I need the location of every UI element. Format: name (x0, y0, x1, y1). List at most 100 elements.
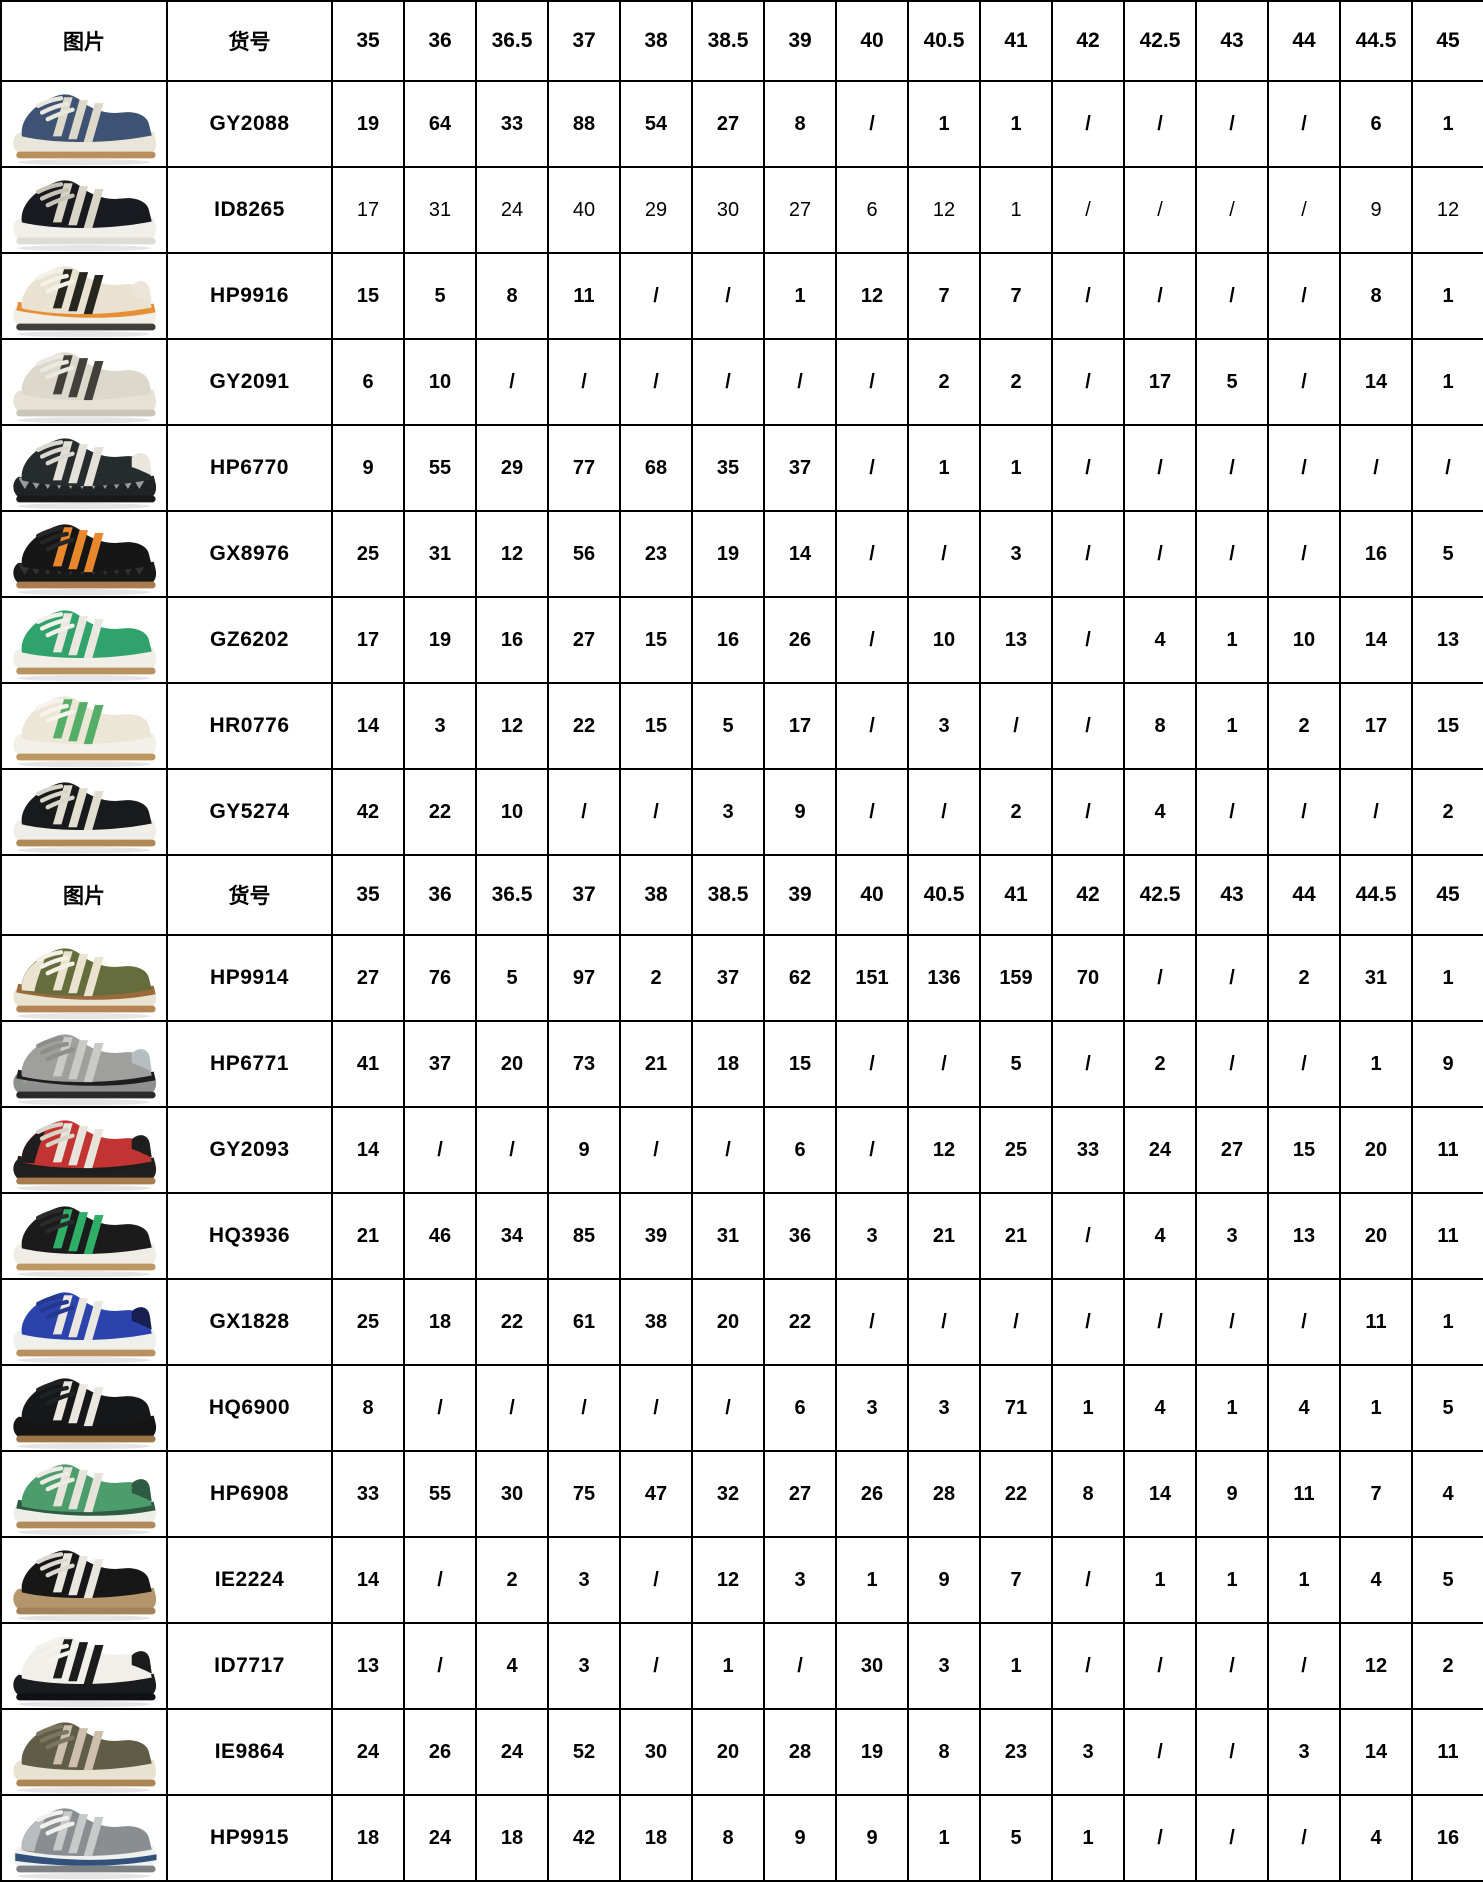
laces (36, 1552, 75, 1578)
shoe-image-cell (0, 1622, 168, 1710)
stock-cell: 37 (763, 424, 837, 512)
outsole (16, 839, 156, 847)
stock-cell: / (907, 1278, 981, 1366)
outsole (16, 1177, 156, 1185)
outsole (16, 1865, 156, 1873)
stock-cell: 55 (403, 424, 477, 512)
shoe-image-cell (0, 1020, 168, 1108)
stock-cell: 33 (1051, 1106, 1125, 1194)
stock-cell: 1 (979, 166, 1053, 254)
heel-patch (131, 1049, 152, 1072)
stock-cell: 16 (1339, 510, 1413, 598)
stock-cell: 14 (331, 682, 405, 770)
shoe-shadow (17, 159, 151, 165)
outsole (16, 237, 156, 245)
stock-cell: 21 (619, 1020, 693, 1108)
three-stripes (52, 355, 104, 401)
stock-cell: 15 (763, 1020, 837, 1108)
stock-cell: 55 (403, 1450, 477, 1538)
stock-cell: 88 (547, 80, 621, 168)
shoe-image (13, 1722, 157, 1793)
stock-cell: 1 (1267, 1536, 1341, 1624)
stock-cell: 77 (547, 424, 621, 512)
shoe-shadow (17, 503, 151, 509)
shoe-image-cell (0, 80, 168, 168)
stock-cell: / (1267, 80, 1341, 168)
product-code-cell: GY2091 (166, 338, 333, 426)
stock-cell: / (835, 682, 909, 770)
shoe-shadow (17, 675, 151, 681)
size-header-cell: 45 (1411, 0, 1483, 82)
shoe-shadow (17, 331, 151, 337)
size-header-cell: 40 (835, 854, 909, 936)
stock-cell: 15 (619, 596, 693, 684)
stock-cell: 11 (1267, 1450, 1341, 1538)
stock-cell: / (691, 252, 765, 340)
shoe-image (13, 1550, 157, 1621)
stock-cell: 3 (547, 1622, 621, 1710)
product-row: HP6771 41 37 20 73 21 18 15//5/2//1 9 (0, 1020, 1483, 1108)
shoe-image-cell (0, 934, 168, 1022)
stock-cell: 3 (835, 1192, 909, 1280)
stock-cell: 26 (763, 596, 837, 684)
stock-cell: / (1051, 1622, 1125, 1710)
stock-cell: 1 (979, 1622, 1053, 1710)
stock-cell: 9 (763, 1794, 837, 1882)
size-header-cell: 38 (619, 854, 693, 936)
shoe-image-cell (0, 1364, 168, 1452)
size-header-row: 图片 货号 35 36 36.5 37 38 38.5 39 40 40.5 41 42 42.5 43 44… (0, 0, 1483, 82)
product-code-cell: GY2088 (166, 80, 333, 168)
stock-cell: 2 (1411, 768, 1483, 856)
stock-cell: / (1339, 424, 1413, 512)
stock-cell: 29 (475, 424, 549, 512)
stock-cell: 8 (475, 252, 549, 340)
stock-cell: 21 (907, 1192, 981, 1280)
heel-patch (131, 281, 152, 304)
stock-cell: 1 (1195, 1364, 1269, 1452)
stock-cell: / (475, 338, 549, 426)
product-code-cell: HP6908 (166, 1450, 333, 1538)
stock-cell: 5 (1195, 338, 1269, 426)
stock-cell: / (1195, 252, 1269, 340)
stock-cell: / (835, 1020, 909, 1108)
stock-cell: / (1195, 424, 1269, 512)
stock-cell: 24 (475, 166, 549, 254)
stock-cell: 30 (691, 166, 765, 254)
three-stripes (52, 1209, 104, 1255)
shoe-shadow (17, 1271, 151, 1277)
stock-cell: 33 (475, 80, 549, 168)
stock-cell: 2 (979, 338, 1053, 426)
shoe-shadow (17, 1185, 151, 1191)
stock-cell: 2 (979, 768, 1053, 856)
stock-cell: / (1051, 1536, 1125, 1624)
size-header-cell: 44.5 (1339, 854, 1413, 936)
stock-cell: 54 (619, 80, 693, 168)
shoe-image (13, 1378, 157, 1449)
three-stripes (52, 1123, 104, 1169)
laces (36, 1122, 75, 1148)
shoe-shadow (17, 417, 151, 423)
product-code-cell: HP6770 (166, 424, 333, 512)
product-code-cell: HP9916 (166, 252, 333, 340)
stock-cell: 17 (1339, 682, 1413, 770)
shoe-shadow (17, 1357, 151, 1363)
shoe-shadow (17, 1529, 151, 1535)
stock-cell: 37 (691, 934, 765, 1022)
stock-cell: / (619, 768, 693, 856)
stock-cell: 3 (907, 682, 981, 770)
stock-cell: 3 (691, 768, 765, 856)
image-column-header: 图片 (0, 0, 168, 82)
stock-cell: 3 (403, 682, 477, 770)
stock-cell: / (1051, 682, 1125, 770)
shoe-image (13, 352, 157, 423)
stock-cell: 10 (475, 768, 549, 856)
stock-cell: 17 (1123, 338, 1197, 426)
stock-cell: 20 (1339, 1106, 1413, 1194)
outsole (16, 753, 156, 761)
stock-cell: 18 (619, 1794, 693, 1882)
stock-cell: 16 (475, 596, 549, 684)
stock-cell: 14 (331, 1536, 405, 1624)
product-code-cell: HQ3936 (166, 1192, 333, 1280)
